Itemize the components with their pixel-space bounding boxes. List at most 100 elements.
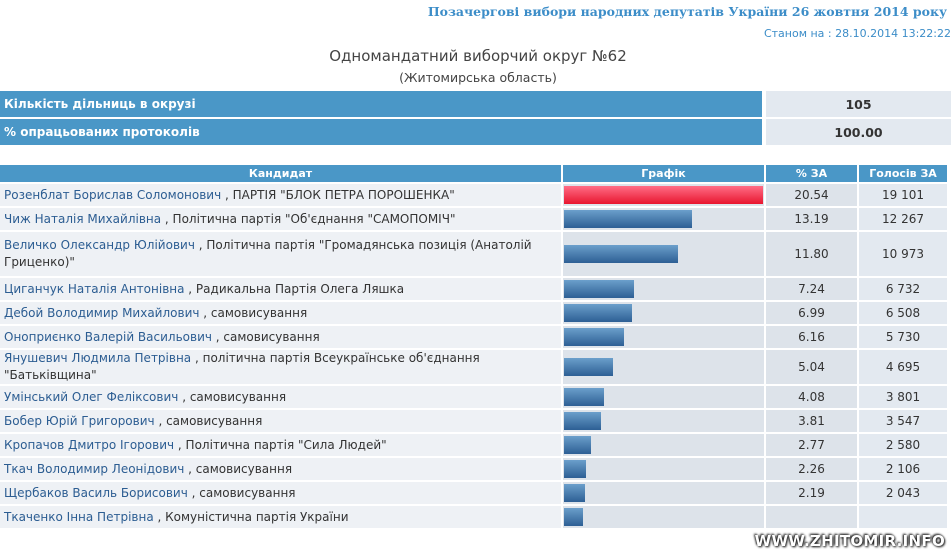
percent-cell: 5.04 xyxy=(766,348,857,384)
candidate-name[interactable]: Циганчук Наталія Антонівна xyxy=(4,281,185,296)
results-header-row: Кандидат Графік % ЗА Голосів ЗА xyxy=(0,165,947,182)
vote-bar xyxy=(564,210,692,228)
results-table: Кандидат Графік % ЗА Голосів ЗА Розенбла… xyxy=(0,165,949,528)
vote-bar xyxy=(564,436,591,454)
candidate-name[interactable]: Дебой Володимир Михайлович xyxy=(4,305,200,320)
candidate-party: , самовисування xyxy=(182,389,287,404)
vote-bar xyxy=(564,280,634,298)
candidate-name[interactable]: Умінський Олег Феліксович xyxy=(4,389,179,404)
percent-cell: 2.19 xyxy=(766,480,857,504)
percent-cell: 11.80 xyxy=(766,230,857,276)
candidate-party: , політична партія Всеукраїнське об'єдна… xyxy=(4,351,480,382)
table-row: Оноприєнко Валерій Васильович , самовису… xyxy=(0,324,947,348)
votes-cell: 2 580 xyxy=(859,432,947,456)
header-votes[interactable]: Голосів ЗА xyxy=(859,165,947,182)
table-row: Розенблат Борислав Соломонович , ПАРТІЯ … xyxy=(0,182,947,206)
candidate-name[interactable]: Ткач Володимир Леонідович xyxy=(4,461,185,476)
header-percent[interactable]: % ЗА xyxy=(766,165,857,182)
graph-cell xyxy=(563,276,764,300)
votes-cell: 10 973 xyxy=(859,230,947,276)
summary-row-protocols: % опрацьованих протоколів 100.00 xyxy=(0,119,951,147)
candidate-name[interactable]: Щербаков Василь Борисович xyxy=(4,485,188,500)
percent-cell: 3.81 xyxy=(766,408,857,432)
vote-bar xyxy=(564,388,604,406)
percent-cell: 13.19 xyxy=(766,206,857,230)
graph-cell xyxy=(563,324,764,348)
votes-cell: 6 732 xyxy=(859,276,947,300)
candidate-cell: Ткач Володимир Леонідович , самовисуванн… xyxy=(0,456,561,480)
vote-bar xyxy=(564,508,583,526)
summary-value: 105 xyxy=(762,91,951,119)
candidate-party: , самовисування xyxy=(215,329,320,344)
candidate-name[interactable]: Розенблат Борислав Соломонович xyxy=(4,187,222,202)
candidate-cell: Чиж Наталія Михайлівна , Політична парті… xyxy=(0,206,561,230)
candidate-cell: Ткаченко Інна Петрівна , Комуністична па… xyxy=(0,504,561,528)
percent-cell xyxy=(766,504,857,528)
percent-cell: 2.26 xyxy=(766,456,857,480)
candidate-cell: Кропачов Дмитро Ігорович , Політична пар… xyxy=(0,432,561,456)
table-row: Щербаков Василь Борисович , самовисуванн… xyxy=(0,480,947,504)
vote-bar xyxy=(564,245,678,263)
vote-bar xyxy=(564,412,601,430)
graph-cell xyxy=(563,206,764,230)
graph-cell xyxy=(563,230,764,276)
candidate-party: , Радикальна Партія Олега Ляшка xyxy=(188,281,405,296)
header-candidate[interactable]: Кандидат xyxy=(0,165,561,182)
candidate-party: , Політична партія "Громадянська позиція… xyxy=(4,238,532,269)
votes-cell: 3 547 xyxy=(859,408,947,432)
votes-cell: 2 106 xyxy=(859,456,947,480)
candidate-name[interactable]: Кропачов Дмитро Ігорович xyxy=(4,437,175,452)
summary-value: 100.00 xyxy=(762,119,951,147)
table-row: Бобер Юрій Григорович , самовисування 3.8… xyxy=(0,408,947,432)
candidate-party: , самовисування xyxy=(158,413,263,428)
summary-row-stations: Кількість дільниць в окрузі 105 xyxy=(0,91,951,119)
graph-cell xyxy=(563,408,764,432)
summary-table: Кількість дільниць в окрузі 105 % опраць… xyxy=(0,91,951,147)
candidate-name[interactable]: Величко Олександр Юлійович xyxy=(4,238,195,252)
status-date: Станом на : 28.10.2014 13:22:22 xyxy=(763,27,951,40)
graph-cell xyxy=(563,384,764,408)
vote-bar xyxy=(564,328,624,346)
candidate-cell: Розенблат Борислав Соломонович , ПАРТІЯ … xyxy=(0,182,561,206)
vote-bar xyxy=(564,484,585,502)
candidate-name[interactable]: Янушевич Людмила Петрівна xyxy=(4,351,192,365)
table-row: Янушевич Людмила Петрівна , політична па… xyxy=(0,348,947,384)
votes-cell: 2 043 xyxy=(859,480,947,504)
votes-cell: 19 101 xyxy=(859,182,947,206)
percent-cell: 20.54 xyxy=(766,182,857,206)
candidate-cell: Щербаков Василь Борисович , самовисуванн… xyxy=(0,480,561,504)
candidate-party: , самовисування xyxy=(191,485,296,500)
graph-cell xyxy=(563,480,764,504)
candidate-name[interactable]: Чиж Наталія Михайлівна xyxy=(4,211,162,226)
candidate-name[interactable]: Ткаченко Інна Петрівна xyxy=(4,509,154,524)
table-row: Величко Олександр Юлійович , Політична п… xyxy=(0,230,947,276)
percent-cell: 7.24 xyxy=(766,276,857,300)
summary-label: % опрацьованих протоколів xyxy=(0,119,762,147)
vote-bar xyxy=(564,460,586,478)
table-row: Чиж Наталія Михайлівна , Політична парті… xyxy=(0,206,947,230)
watermark: WWW.ZHITOMIR.INFO xyxy=(754,532,945,550)
table-row: Циганчук Наталія Антонівна , Радикальна … xyxy=(0,276,947,300)
graph-cell xyxy=(563,456,764,480)
candidate-cell: Бобер Юрій Григорович , самовисування xyxy=(0,408,561,432)
candidate-party: , самовисування xyxy=(188,461,293,476)
votes-cell: 3 801 xyxy=(859,384,947,408)
results-body: Розенблат Борислав Соломонович , ПАРТІЯ … xyxy=(0,182,947,528)
votes-cell: 5 730 xyxy=(859,324,947,348)
graph-cell xyxy=(563,300,764,324)
candidate-party: , Комуністична партія України xyxy=(157,509,349,524)
percent-cell: 6.16 xyxy=(766,324,857,348)
graph-cell xyxy=(563,182,764,206)
percent-cell: 4.08 xyxy=(766,384,857,408)
candidate-name[interactable]: Оноприєнко Валерій Васильович xyxy=(4,329,212,344)
election-title: Позачергові вибори народних депутатів Ук… xyxy=(427,4,947,19)
candidate-party: , Політична партія "Сила Людей" xyxy=(177,437,387,452)
candidate-cell: Циганчук Наталія Антонівна , Радикальна … xyxy=(0,276,561,300)
header-graph[interactable]: Графік xyxy=(563,165,764,182)
candidate-name[interactable]: Бобер Юрій Григорович xyxy=(4,413,155,428)
votes-cell: 12 267 xyxy=(859,206,947,230)
candidate-cell: Умінський Олег Феліксович , самовисуванн… xyxy=(0,384,561,408)
vote-bar xyxy=(564,358,613,376)
votes-cell: 6 508 xyxy=(859,300,947,324)
votes-cell: 4 695 xyxy=(859,348,947,384)
